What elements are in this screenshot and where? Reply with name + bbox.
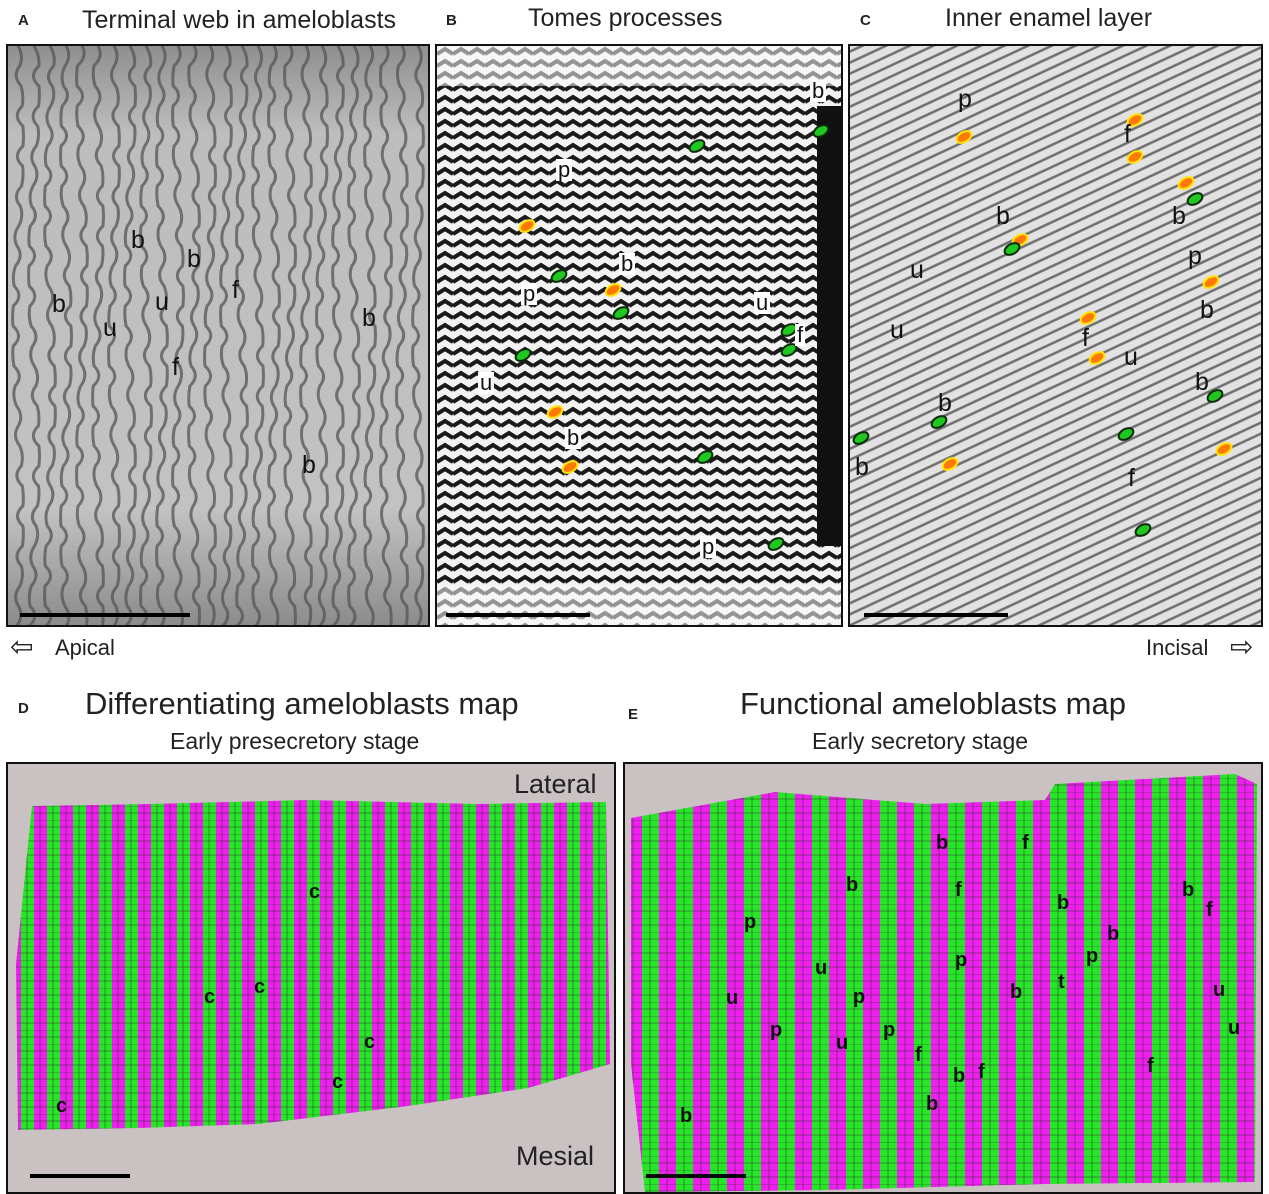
map-label-e: f [1147, 1055, 1154, 1077]
panel-letter-e: E [628, 706, 639, 723]
panel-b-tomes-processes [435, 44, 843, 627]
map-label-e: b [1107, 923, 1120, 945]
map-label-e: p [853, 986, 866, 1008]
scale-bar-c [864, 613, 1008, 617]
map-label-e: b [936, 832, 949, 854]
map-label-e: u [726, 987, 739, 1009]
panel-title-d: Differentiating ameloblasts map [85, 686, 519, 721]
map-label-e: f [955, 879, 962, 901]
scale-bar-d [30, 1174, 130, 1178]
cell-label-b: p [700, 534, 717, 559]
panel-subtitle-e: Early secretory stage [812, 728, 1029, 754]
map-label-e: u [836, 1032, 849, 1054]
cell-label-c: b [996, 202, 1010, 230]
map-label-e: b [1010, 981, 1023, 1003]
panel-e-secretory-map [623, 762, 1263, 1194]
map-label-e: b [846, 874, 859, 896]
map-label-e: f [978, 1061, 985, 1083]
cell-label-a: b [131, 226, 145, 254]
cell-label-c: f [1082, 324, 1089, 352]
cell-label-a: b [52, 290, 66, 318]
cell-label-c: u [910, 256, 924, 284]
corner-label-lateral: Lateral [514, 769, 597, 799]
panel-letter-b: B [446, 12, 457, 29]
map-label-e: b [1057, 892, 1070, 914]
cell-label-b: u [754, 290, 771, 315]
panel-title-e: Functional ameloblasts map [740, 686, 1126, 721]
cell-label-b: f [795, 322, 806, 347]
cell-label-c: b [1172, 202, 1186, 230]
panel-letter-d: D [18, 700, 29, 717]
arrow-right-icon: ⇨ [1230, 631, 1254, 662]
scale-bar-a [20, 613, 190, 617]
cell-label-c: p [958, 85, 972, 113]
map-label-e: p [883, 1019, 896, 1041]
cell-label-a: b [302, 451, 316, 479]
direction-left: Apical [55, 635, 115, 660]
arrow-left-icon: ⇦ [10, 631, 34, 662]
cell-label-b: p [556, 157, 573, 182]
cell-label-c: p [1188, 242, 1202, 270]
map-label-e: f [915, 1044, 922, 1066]
map-label-e: f [1206, 899, 1213, 921]
cell-label-c: b [938, 389, 952, 417]
scale-bar-e [646, 1174, 746, 1178]
map-label-e: b [1182, 879, 1195, 901]
cell-label-c: b [1200, 296, 1214, 324]
cell-label-b: b [619, 251, 636, 276]
map-label-e: b [680, 1105, 693, 1127]
panel-a-terminal-web [6, 44, 430, 627]
cell-label-a: u [103, 314, 117, 342]
cell-label-b: p [521, 281, 538, 306]
panel-title-a: Terminal web in ameloblasts [82, 6, 397, 34]
panel-letter-c: C [860, 12, 871, 29]
panel-letter-a: A [18, 12, 29, 29]
map-label-e: u [815, 957, 828, 979]
map-label-e: p [1086, 945, 1099, 967]
panel-d-presecretory-map [6, 762, 616, 1194]
map-label-d: c [56, 1095, 68, 1117]
map-label-d: c [364, 1031, 376, 1053]
map-label-d: c [204, 986, 216, 1008]
panel-title-c: Inner enamel layer [945, 4, 1153, 32]
map-label-e: u [1213, 979, 1226, 1001]
cell-label-c: u [890, 316, 904, 344]
cell-label-b: b [565, 425, 582, 450]
map-label-e: b [926, 1093, 939, 1115]
corner-label-mesial: Mesial [516, 1141, 595, 1171]
map-label-e: t [1058, 971, 1065, 993]
map-label-e: u [1228, 1017, 1241, 1039]
direction-right: Incisal [1146, 635, 1209, 660]
map-label-e: p [744, 911, 757, 933]
cell-label-a: u [155, 288, 169, 316]
cell-label-b: u [478, 370, 495, 395]
map-label-e: p [955, 949, 968, 971]
cell-label-c: u [1124, 343, 1138, 371]
cell-label-a: f [232, 276, 239, 304]
scale-bar-b [446, 613, 590, 617]
map-label-e: b [953, 1065, 966, 1087]
cell-label-b: b [810, 78, 827, 103]
cell-label-c: f [1124, 120, 1131, 148]
cell-label-a: f [172, 353, 179, 381]
cell-label-c: f [1128, 464, 1135, 492]
cell-label-a: b [187, 245, 201, 273]
cell-label-a: b [362, 304, 376, 332]
cell-label-c: b [855, 453, 869, 481]
map-label-e: f [1022, 832, 1029, 854]
panel-subtitle-d: Early presecretory stage [170, 728, 420, 754]
cell-label-c: b [1195, 368, 1209, 396]
map-label-d: c [332, 1071, 344, 1093]
map-label-d: c [254, 976, 266, 998]
map-label-d: c [309, 881, 321, 903]
panel-c-inner-enamel [848, 44, 1263, 627]
map-label-e: p [770, 1019, 783, 1041]
panel-title-b: Tomes processes [528, 4, 723, 32]
